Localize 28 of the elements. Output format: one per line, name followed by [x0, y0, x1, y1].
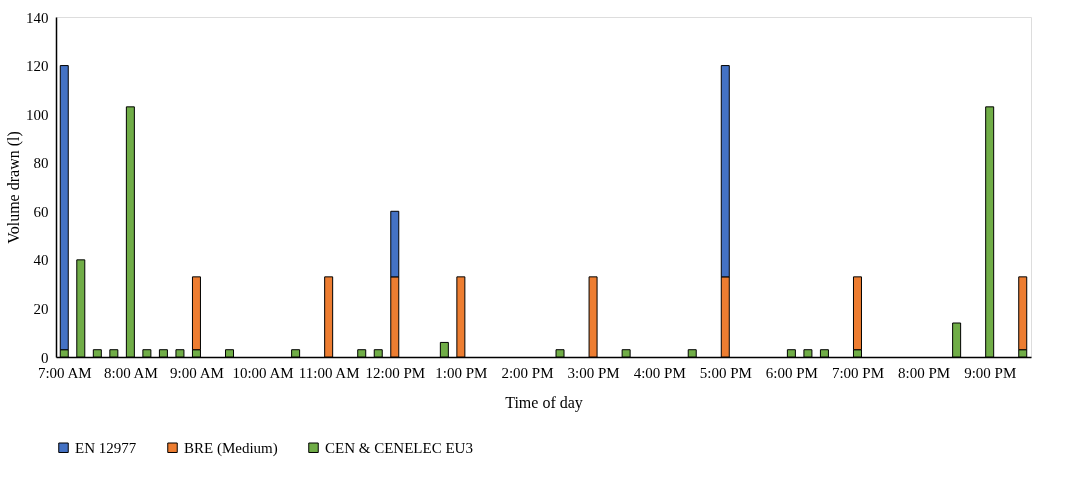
x-tick-label: 4:00 PM: [633, 364, 686, 381]
x-tick-label: 6:00 PM: [765, 364, 818, 381]
y-tick-label: 40: [33, 252, 49, 269]
x-tick-label: 8:00 AM: [103, 364, 158, 381]
legend-label: EN 12977: [75, 439, 137, 456]
x-tick-label: 11:00 AM: [298, 364, 360, 381]
x-tick-label: 2:00 PM: [501, 364, 554, 381]
x-tick-label: 10:00 AM: [232, 364, 294, 381]
y-tick-label: 100: [26, 106, 49, 123]
y-tick-label: 20: [33, 300, 49, 317]
x-axis-title: Time of day: [505, 393, 583, 412]
y-axis-title: Volume drawn (l): [5, 131, 23, 244]
y-tick-label: 0: [41, 349, 49, 366]
x-tick-label: 5:00 PM: [699, 364, 752, 381]
x-tick-label: 8:00 PM: [898, 364, 951, 381]
y-tick-label: 120: [26, 58, 49, 75]
legend-label: CEN & CENELEC EU3: [325, 439, 473, 456]
legend-label: BRE (Medium): [184, 439, 278, 457]
x-tick-label: 1:00 PM: [435, 364, 488, 381]
x-tick-label: 9:00 AM: [170, 364, 224, 381]
y-tick-label: 80: [33, 155, 49, 172]
y-tick-label: 60: [33, 203, 49, 220]
y-tick-label: 140: [26, 9, 49, 26]
x-tick-label: 7:00 PM: [831, 364, 885, 381]
x-tick-label: 7:00 AM: [37, 364, 92, 381]
x-tick-label: 12:00 PM: [365, 364, 426, 381]
x-tick-label: 3:00 PM: [567, 364, 620, 381]
x-tick-label: 9:00 PM: [964, 364, 1017, 381]
